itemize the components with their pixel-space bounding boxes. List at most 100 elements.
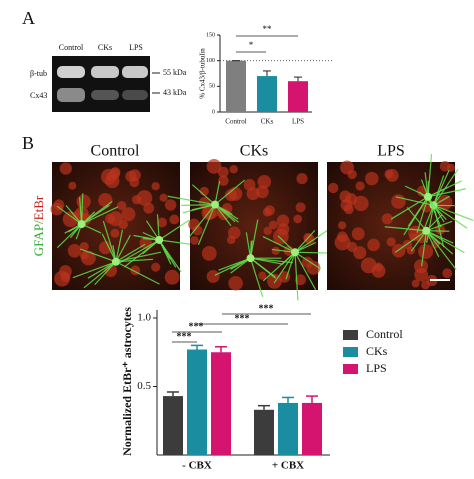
x-tick-label: CKs xyxy=(261,118,274,126)
nucleus xyxy=(190,236,199,245)
bar xyxy=(288,81,308,112)
bar xyxy=(163,396,183,455)
legend-label: CKs xyxy=(366,344,388,358)
nucleus xyxy=(98,193,112,207)
soma xyxy=(211,201,219,209)
stain-label: GFAP/EtBr xyxy=(31,195,46,256)
significance: *** xyxy=(235,313,250,324)
nucleus xyxy=(296,173,307,184)
bar xyxy=(254,410,274,455)
bar xyxy=(257,76,277,112)
stain-red: EtBr xyxy=(31,195,46,220)
nucleus xyxy=(137,190,153,206)
nucleus xyxy=(227,236,236,245)
band xyxy=(91,90,119,100)
y-tick-label: 0 xyxy=(212,109,215,115)
nucleus xyxy=(293,215,302,224)
panel-label: A xyxy=(22,8,35,28)
marker-label: 43 kDa xyxy=(163,88,187,97)
blot xyxy=(52,56,150,112)
nucleus xyxy=(412,279,420,287)
nucleus xyxy=(207,159,222,174)
nucleus xyxy=(365,172,378,185)
band xyxy=(57,66,85,78)
nucleus xyxy=(121,207,135,221)
legend-label: LPS xyxy=(366,361,387,375)
nucleus xyxy=(384,169,393,178)
nucleus xyxy=(296,202,306,212)
y-axis-label: % Cx43/β-tubulin xyxy=(199,48,207,99)
nucleus xyxy=(418,244,433,259)
image-title: CKs xyxy=(240,143,268,160)
marker-label: 55 kDa xyxy=(163,68,187,77)
nucleus xyxy=(264,205,274,215)
band xyxy=(91,66,119,78)
nucleus xyxy=(165,270,180,285)
nucleus xyxy=(68,182,76,190)
nucleus xyxy=(188,219,200,231)
bar xyxy=(187,350,207,455)
y-tick-label: 1.0 xyxy=(137,312,151,324)
nucleus xyxy=(372,264,386,278)
image-title: Control xyxy=(91,143,140,160)
bar xyxy=(211,352,231,455)
nucleus xyxy=(344,204,354,214)
significance: *** xyxy=(177,331,192,342)
stain-green: GFAP/ xyxy=(31,220,46,256)
legend-swatch xyxy=(343,347,358,357)
nucleus xyxy=(159,194,167,202)
nucleus xyxy=(81,251,96,266)
band xyxy=(122,66,148,78)
nucleus xyxy=(356,181,365,190)
nucleus xyxy=(105,214,115,224)
nucleus xyxy=(229,165,237,173)
lane-label: CKs xyxy=(98,43,112,52)
band xyxy=(57,88,85,102)
y-tick-label: 100 xyxy=(206,58,215,64)
nucleus xyxy=(391,194,405,208)
micrographs xyxy=(50,154,473,300)
y-tick-label: 0.5 xyxy=(137,380,151,392)
nucleus xyxy=(442,268,452,278)
nucleus xyxy=(367,239,380,252)
significance: ** xyxy=(263,24,273,34)
row-label: Cx43 xyxy=(30,91,47,100)
nucleus xyxy=(256,186,269,199)
soma xyxy=(155,236,163,244)
nucleus xyxy=(165,199,177,211)
lane-label: Control xyxy=(59,43,84,52)
x-tick-label: - CBX xyxy=(182,460,212,472)
significance: * xyxy=(249,40,254,50)
nucleus xyxy=(152,182,160,190)
nucleus xyxy=(218,175,229,186)
y-tick-label: 150 xyxy=(206,32,215,38)
nucleus xyxy=(109,168,120,179)
y-axis-label: Normalized EtBr⁺ astrocytes xyxy=(120,307,134,456)
significance: *** xyxy=(259,303,274,314)
nucleus xyxy=(387,237,396,246)
nucleus xyxy=(110,229,119,238)
bar xyxy=(302,403,322,455)
soma xyxy=(291,248,299,256)
bar xyxy=(278,403,298,455)
image-title: LPS xyxy=(377,143,405,160)
significance: *** xyxy=(189,321,204,332)
soma xyxy=(247,254,255,262)
soma xyxy=(78,220,86,228)
x-tick-label: LPS xyxy=(292,118,304,126)
nucleus xyxy=(61,272,71,282)
nucleus xyxy=(151,263,160,272)
nucleus xyxy=(207,270,220,283)
nucleus xyxy=(125,171,136,182)
nucleus xyxy=(60,162,72,174)
nucleus xyxy=(338,221,346,229)
nucleus xyxy=(277,223,289,235)
nucleus xyxy=(440,161,451,172)
legend-swatch xyxy=(343,364,358,374)
soma xyxy=(422,227,430,235)
nucleus xyxy=(352,227,365,240)
nucleus xyxy=(169,215,179,225)
soma xyxy=(424,193,432,201)
